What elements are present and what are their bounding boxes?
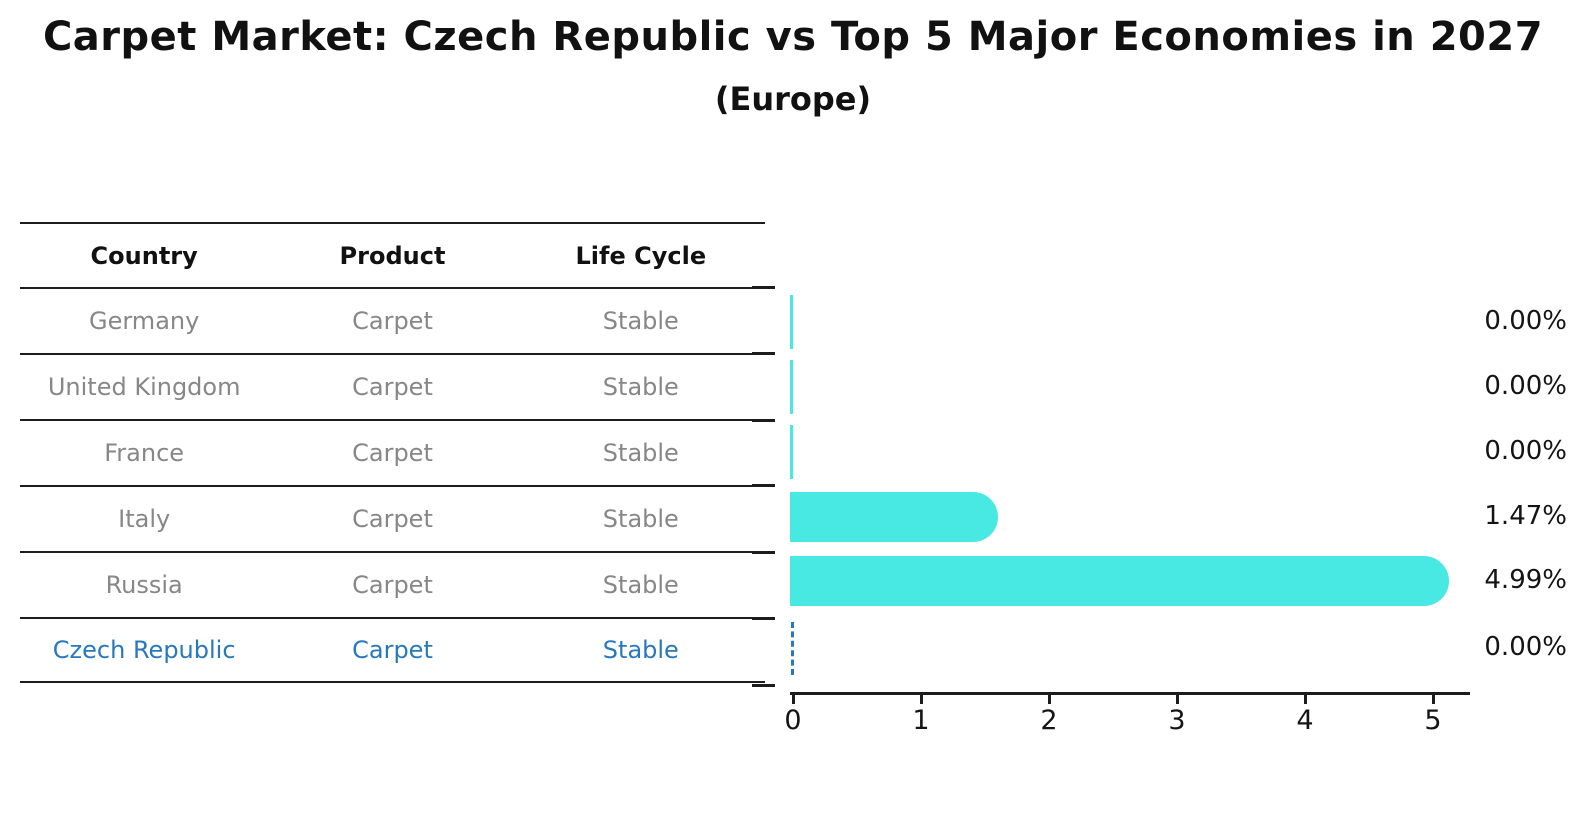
x-axis-tick — [1048, 692, 1051, 704]
table-row: France Carpet Stable — [20, 419, 765, 485]
x-axis-line — [790, 692, 1470, 695]
chart-title: Carpet Market: Czech Republic vs Top 5 M… — [42, 14, 1544, 60]
value-label-united-kingdom: 0.00% — [1484, 371, 1567, 401]
table-row: Russia Carpet Stable — [20, 551, 765, 617]
table-row: Germany Carpet Stable — [20, 287, 765, 353]
zero-line-germany — [790, 295, 793, 349]
x-tick-label-0: 0 — [784, 705, 802, 736]
y-axis-tick — [752, 617, 775, 620]
country-table: Country Product Life Cycle Germany Carpet Sta… — [20, 222, 765, 683]
x-tick-label-1: 1 — [912, 705, 930, 736]
cell-product: Carpet — [352, 636, 433, 664]
col-header-product: Product — [339, 241, 446, 270]
table-row: Czech Republic Carpet Stable — [20, 617, 765, 683]
cell-life-cycle: Stable — [602, 571, 679, 599]
cell-country: Russia — [105, 571, 183, 599]
x-axis-tick — [1432, 692, 1435, 704]
cell-country: Czech Republic — [52, 636, 236, 664]
chart-subtitle: (Europe) — [714, 80, 872, 118]
cell-life-cycle: Stable — [602, 505, 679, 533]
y-axis-tick — [752, 352, 775, 355]
cell-product: Carpet — [352, 439, 433, 467]
y-axis-tick — [752, 684, 775, 687]
value-label-france: 0.00% — [1484, 436, 1567, 466]
cell-country: United Kingdom — [47, 373, 241, 401]
col-header-life-cycle: Life Cycle — [575, 241, 707, 270]
cell-product: Carpet — [352, 571, 433, 599]
cell-country: France — [104, 439, 185, 467]
cell-product: Carpet — [352, 307, 433, 335]
x-axis-tick — [1176, 692, 1179, 704]
x-tick-label-4: 4 — [1296, 705, 1314, 736]
x-tick-label-5: 5 — [1424, 705, 1442, 736]
col-header-country: Country — [90, 241, 198, 270]
y-axis-tick — [752, 419, 775, 422]
x-axis-tick — [920, 692, 923, 704]
x-tick-label-2: 2 — [1040, 705, 1058, 736]
zero-line-united-kingdom — [790, 360, 793, 414]
bar-russia — [790, 556, 1449, 606]
cell-product: Carpet — [352, 373, 433, 401]
x-tick-label-3: 3 — [1168, 705, 1186, 736]
zero-dashed-line-czech-republic — [791, 622, 794, 675]
cell-product: Carpet — [352, 505, 433, 533]
value-label-germany: 0.00% — [1484, 306, 1567, 336]
x-axis-tick — [792, 692, 795, 704]
value-label-czech-republic: 0.00% — [1484, 632, 1567, 662]
cell-country: Germany — [89, 307, 200, 335]
y-axis-tick — [752, 286, 775, 289]
cell-life-cycle: Stable — [602, 373, 679, 401]
y-axis-tick — [752, 484, 775, 487]
y-axis-tick — [752, 551, 775, 554]
table-row: Italy Carpet Stable — [20, 485, 765, 551]
value-label-russia: 4.99% — [1484, 565, 1567, 595]
cell-life-cycle: Stable — [602, 636, 679, 664]
bar-italy — [790, 492, 999, 542]
zero-line-france — [790, 425, 793, 479]
cell-life-cycle: Stable — [602, 307, 679, 335]
table-header-row: Country Product Life Cycle — [20, 222, 765, 287]
table-row: United Kingdom Carpet Stable — [20, 353, 765, 419]
value-label-italy: 1.47% — [1484, 501, 1567, 531]
x-axis-tick — [1304, 692, 1307, 704]
cell-life-cycle: Stable — [602, 439, 679, 467]
cell-country: Italy — [118, 505, 171, 533]
